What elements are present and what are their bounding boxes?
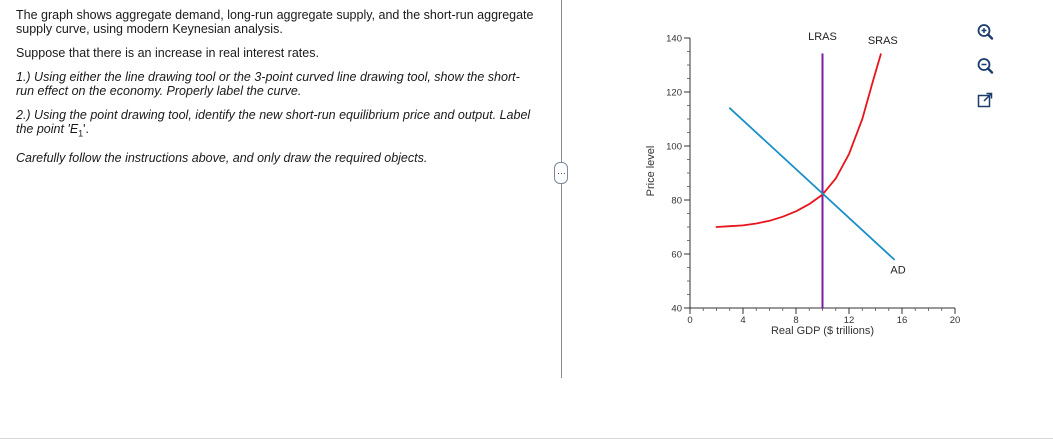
lras-label: LRAS	[808, 31, 837, 43]
popout-button[interactable]	[975, 90, 995, 110]
sras-label: SRAS	[868, 35, 898, 47]
y-tick-label: 140	[666, 34, 682, 45]
instructions-panel: The graph shows aggregate demand, long-r…	[16, 8, 536, 175]
step-1-text: 1.) Using either the line drawing tool o…	[16, 70, 520, 98]
y-tick-label: 40	[671, 304, 682, 315]
chart-axes: 40 60 80 100 120 140 0 4 8 12 16 20 Real GDP ($ tril…	[645, 34, 960, 338]
zoom-in-icon	[977, 24, 994, 40]
step-2-prefix: 2.) Using the point drawing tool, identi…	[16, 108, 531, 136]
ad-label: AD	[890, 264, 905, 276]
step-2-suffix: '.	[83, 122, 90, 136]
intro-text: The graph shows aggregate demand, long-r…	[16, 8, 534, 36]
panel-resize-handle[interactable]: ⋯	[554, 162, 568, 184]
chart-series-layer	[715, 53, 895, 309]
y-tick-label: 120	[666, 88, 682, 99]
zoom-out-button[interactable]	[975, 56, 995, 76]
panel-divider	[561, 0, 562, 378]
step-2-text: 2.) Using the point drawing tool, identi…	[16, 108, 536, 141]
x-tick-label: 0	[687, 315, 692, 326]
popout-icon	[977, 92, 993, 108]
y-axis-title: Price level	[645, 146, 657, 197]
bottom-border	[0, 438, 1053, 439]
y-tick-label: 100	[666, 142, 682, 153]
x-tick-label: 12	[844, 315, 855, 326]
chart: 40 60 80 100 120 140 0 4 8 12 16 20 Real GDP ($ tril…	[645, 31, 960, 338]
x-tick-label: 4	[740, 315, 745, 326]
y-tick-label: 60	[671, 250, 682, 261]
zoom-in-button[interactable]	[975, 22, 995, 42]
sras-curve	[715, 53, 882, 228]
note-text: Carefully follow the instructions above,…	[16, 150, 428, 165]
scenario-text: Suppose that there is an increase in rea…	[16, 46, 319, 60]
ad-curve	[728, 107, 895, 261]
x-axis-title: Real GDP ($ trillions)	[771, 325, 874, 337]
step-2-subscript: 1	[78, 128, 84, 139]
chart-labels-layer: LRAS SRAS AD	[808, 31, 906, 276]
x-tick-label: 20	[950, 315, 961, 326]
y-tick-label: 80	[671, 196, 682, 207]
x-tick-label: 8	[793, 315, 798, 326]
x-tick-label: 16	[897, 315, 908, 326]
zoom-out-icon	[977, 58, 994, 74]
